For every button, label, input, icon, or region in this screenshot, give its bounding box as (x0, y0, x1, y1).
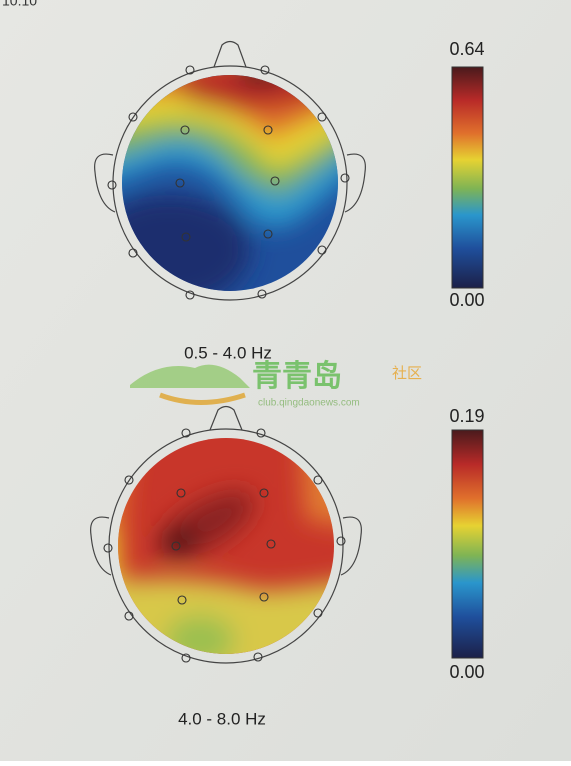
electrodes (107, 65, 350, 300)
scale-max: 0.19 (449, 406, 484, 426)
watermark-suffix: 社区 (392, 365, 422, 382)
electrode (177, 595, 187, 605)
ear (344, 153, 366, 213)
ear (90, 516, 112, 576)
electrode (263, 229, 273, 239)
nose (209, 405, 243, 431)
electrode (253, 652, 263, 662)
electrode (263, 125, 273, 135)
watermark-brand: 青青岛 (252, 360, 342, 393)
electrode (256, 428, 266, 438)
electrode (340, 173, 350, 183)
electrode (259, 592, 269, 602)
electrode (181, 428, 191, 438)
electrode (128, 112, 138, 122)
scale-max: 0.64 (449, 39, 484, 59)
electrode (124, 475, 134, 485)
electrode (185, 290, 195, 300)
electrode (171, 541, 181, 551)
electrode (181, 653, 191, 663)
scale-min: 0.00 (449, 290, 484, 310)
watermark: 青青岛 社区 club.qingdaonews.com (130, 360, 422, 409)
electrode (270, 176, 280, 186)
electrode (175, 178, 185, 188)
ear (340, 516, 362, 576)
electrode (317, 112, 327, 122)
nose (213, 40, 247, 68)
electrode (257, 289, 267, 299)
electrode (181, 232, 191, 242)
watermark-url: club.qingdaonews.com (258, 398, 360, 409)
electrode (128, 248, 138, 258)
color-scale (451, 66, 484, 289)
electrode (259, 488, 269, 498)
band-label: 0.5 - 4.0 Hz (184, 343, 272, 362)
electrodes (103, 428, 346, 663)
electrode (124, 611, 134, 621)
ear (94, 153, 116, 213)
color-scale (451, 429, 484, 659)
electrode (266, 539, 276, 549)
electrode (107, 180, 117, 190)
head-outline (108, 428, 344, 664)
electrode (180, 125, 190, 135)
electrode (336, 536, 346, 546)
watermark-logo (159, 392, 246, 405)
electrode (313, 475, 323, 485)
electrode (103, 543, 113, 553)
band-label: 4.0 - 8.0 Hz (178, 709, 266, 728)
electrode (317, 245, 327, 255)
electrode (313, 608, 323, 618)
electrode (185, 65, 195, 75)
electrode (176, 488, 186, 498)
head-outline (112, 65, 348, 301)
header-text: 10:10 (2, 0, 37, 9)
electrode (260, 65, 270, 75)
scale-min: 0.00 (449, 662, 484, 682)
watermark-logo (130, 364, 250, 388)
